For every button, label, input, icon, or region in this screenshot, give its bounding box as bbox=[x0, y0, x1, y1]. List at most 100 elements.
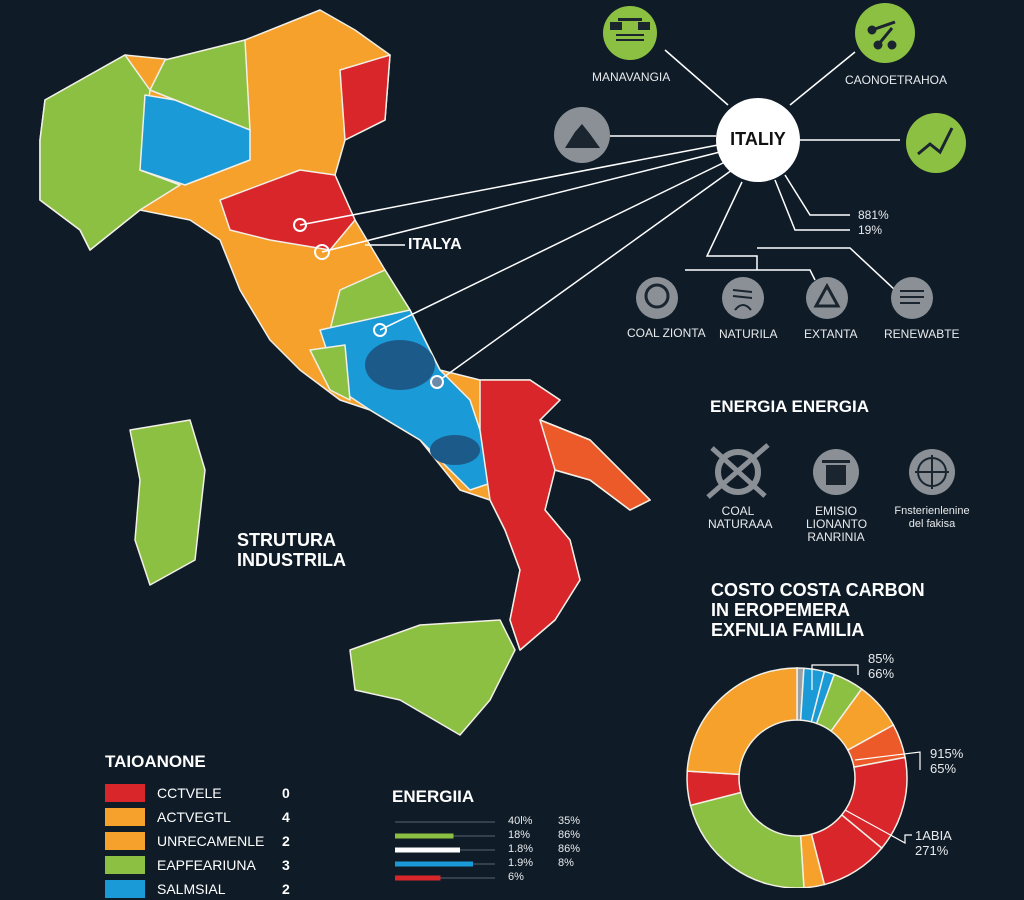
donut-slice bbox=[686, 667, 798, 776]
legend-value: 4 bbox=[282, 809, 290, 825]
bottom-node-label-coal: COAL ZIONTA bbox=[627, 326, 706, 340]
triangle-icon bbox=[813, 282, 841, 308]
donut-annotation-1-line1: 85% bbox=[868, 651, 895, 666]
factory-icon bbox=[610, 18, 650, 41]
region-sicily[interactable] bbox=[349, 619, 516, 736]
bar-pct: 1.8% bbox=[508, 843, 534, 855]
node-caonoetrahoa[interactable] bbox=[855, 3, 915, 63]
energia-item-2-line1: EMISIO bbox=[814, 504, 857, 518]
donut-slice bbox=[689, 791, 805, 888]
node-label-caonoetrahoa: CAONOETRAHOA bbox=[845, 73, 948, 87]
map-caption-line2: INDUSTRILA bbox=[237, 550, 346, 570]
stat-2: 19% bbox=[858, 223, 883, 237]
crosshair-icon bbox=[909, 449, 955, 495]
region-emilia[interactable] bbox=[219, 169, 356, 251]
energia-bars-title: ENERGIIA bbox=[392, 787, 475, 806]
crossed-tools-icon bbox=[706, 443, 770, 499]
map-caption: STRUTURA INDUSTRILA bbox=[237, 530, 346, 570]
donut-annotation-1: 85% 66% bbox=[868, 651, 894, 681]
cost-title-line2: IN EROPEMERA bbox=[711, 600, 851, 620]
region-apulia-orange[interactable] bbox=[539, 419, 651, 511]
region-dark-blue-2 bbox=[430, 435, 480, 465]
node-manavangia[interactable] bbox=[603, 6, 657, 60]
legend-label: UNRECAMENLE bbox=[157, 833, 265, 849]
energia-item-3-line2: del fakisa bbox=[908, 518, 956, 530]
cost-title-line1: COSTO COSTA CARBON bbox=[711, 580, 925, 600]
donut-chart bbox=[686, 667, 908, 888]
stat-1: 881% bbox=[858, 208, 889, 222]
legend-item: UNRECAMENLE 2 bbox=[105, 830, 290, 852]
italy-center-label: ITALIY bbox=[730, 129, 786, 149]
legend-item: ACTVEGTL 4 bbox=[105, 806, 290, 828]
energia-item-3-line1: Fnsterienlenine bbox=[894, 505, 970, 517]
energia-item-3: Fnsterienlenine del fakisa bbox=[892, 505, 972, 531]
region-friuli[interactable] bbox=[339, 54, 391, 141]
energia-bar bbox=[395, 875, 441, 881]
legend-swatch bbox=[105, 880, 145, 898]
region-sardinia[interactable] bbox=[129, 419, 206, 586]
legend-value: 3 bbox=[282, 857, 290, 873]
donut-annotation-3: 1ABIA 271% bbox=[915, 828, 952, 858]
bottom-node-label-extanta: EXTANTA bbox=[804, 327, 858, 341]
energia-item-2: EMISIO LIONANTO RANRINIA bbox=[806, 504, 868, 544]
donut-annotation-3-line1: 1ABIA bbox=[915, 828, 952, 843]
legend-swatch bbox=[105, 832, 145, 850]
donut-annotation-2-line1: 915% bbox=[930, 746, 964, 761]
container-icon bbox=[813, 449, 859, 495]
legend-label: SALMSIAL bbox=[157, 881, 226, 897]
legend-title: TAIOANONE bbox=[105, 752, 206, 771]
legend-value: 2 bbox=[282, 881, 290, 897]
legend-swatch bbox=[105, 784, 145, 802]
bar-pct: 1.9% bbox=[508, 857, 534, 869]
bar-pct: 18% bbox=[508, 829, 531, 841]
legend-item: CCTVELE 0 bbox=[105, 782, 290, 804]
map-caption-line1: STRUTURA bbox=[237, 530, 336, 550]
map-label-italya: ITALYA bbox=[408, 236, 462, 253]
legend-swatch bbox=[105, 856, 145, 874]
growth-chart-icon bbox=[917, 127, 954, 156]
energia-bar bbox=[395, 847, 460, 853]
energia-item-1: COAL NATURAAA bbox=[708, 504, 773, 531]
gas-flame-icon bbox=[732, 289, 753, 311]
donut-annotation-3-line2: 271% bbox=[915, 843, 949, 858]
region-lombardy[interactable] bbox=[139, 94, 251, 186]
node-label-manavangia: MANAVANGIA bbox=[592, 70, 671, 84]
energia-item-1-line2: NATURAAA bbox=[708, 517, 773, 531]
bar-pct-secondary: 35% bbox=[558, 815, 581, 827]
energia-bar bbox=[395, 833, 454, 839]
energia-bar bbox=[395, 861, 473, 867]
bar-pct: 6% bbox=[508, 871, 524, 883]
legend-label: EAPFEARIUNA bbox=[157, 857, 256, 873]
cost-title-line3: EXFNLIA FAMILIA bbox=[711, 620, 865, 640]
node-growth[interactable] bbox=[906, 113, 966, 173]
legend-value: 2 bbox=[282, 833, 290, 849]
legend-item: EAPFEARIUNA 3 bbox=[105, 854, 290, 876]
donut-annotation-2-line2: 65% bbox=[930, 761, 957, 776]
region-lazio-green[interactable] bbox=[309, 344, 351, 401]
legend-swatch bbox=[105, 808, 145, 826]
italy-center-node[interactable] bbox=[716, 98, 800, 182]
legend-value: 0 bbox=[282, 785, 290, 801]
donut-annotation-2: 915% 65% bbox=[930, 746, 963, 776]
energia-item-1-line1: COAL bbox=[721, 504, 755, 518]
tree-icon bbox=[644, 283, 670, 309]
region-south[interactable] bbox=[479, 379, 651, 651]
bar-pct-secondary: 86% bbox=[558, 843, 581, 855]
legend-item: SALMSIAL 2 bbox=[105, 878, 290, 900]
node-extanta[interactable] bbox=[806, 277, 848, 319]
cost-title: COSTO COSTA CARBON IN EROPEMERA EXFNLIA … bbox=[711, 580, 925, 640]
energia-item-2-line3: RANRINIA bbox=[807, 530, 865, 544]
legend-label: ACTVEGTL bbox=[157, 809, 231, 825]
bar-pct-secondary: 8% bbox=[558, 857, 574, 869]
bottom-node-label-renewabte: RENEWABTE bbox=[884, 327, 960, 341]
energia-bars bbox=[395, 821, 495, 881]
bar-pct: 40l% bbox=[508, 815, 533, 827]
bar-pct-secondary: 86% bbox=[558, 829, 581, 841]
energia-item-2-line2: LIONANTO bbox=[806, 517, 868, 531]
document-lines-icon bbox=[900, 290, 924, 304]
node-coal[interactable] bbox=[636, 277, 678, 319]
mountain-icon bbox=[565, 124, 600, 148]
legend-label: CCTVELE bbox=[157, 785, 222, 801]
donut-annotation-1-line2: 66% bbox=[868, 666, 895, 681]
